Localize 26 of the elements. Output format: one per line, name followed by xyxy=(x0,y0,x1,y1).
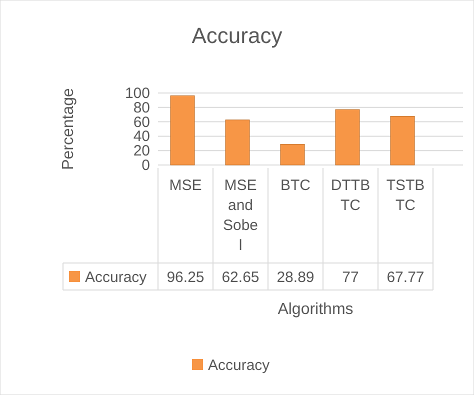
bar xyxy=(280,144,305,166)
chart-title: Accuracy xyxy=(208,357,270,374)
x-tick-label: BTC xyxy=(280,177,311,194)
data-label: 77 xyxy=(342,269,359,286)
y-tick-label: 40 xyxy=(133,128,150,146)
bar xyxy=(390,116,415,166)
data-label: 96.25 xyxy=(166,269,204,286)
x-tick-label: DTTBTC xyxy=(330,177,370,214)
bar xyxy=(225,120,250,166)
data-label: 62.65 xyxy=(222,269,260,286)
y-tick-label: 100 xyxy=(124,85,150,102)
legend-label: Accuracy xyxy=(85,269,148,286)
y-tick-label: 20 xyxy=(133,142,150,160)
data-label: 67.77 xyxy=(386,269,424,286)
y-tick-label: 0 xyxy=(142,157,150,174)
bar xyxy=(170,95,195,166)
y-tick-label: 80 xyxy=(133,99,150,116)
chart-title: Accuracy xyxy=(192,23,282,48)
y-axis-title: Percentage xyxy=(60,88,77,170)
y-tick-label: 60 xyxy=(133,114,150,131)
x-tick-label: MSE and Sobel xyxy=(222,177,258,254)
x-axis-title: Algorithms xyxy=(278,301,354,318)
bar xyxy=(335,109,360,166)
x-tick-label: MSE xyxy=(169,177,202,194)
x-tick-label: TSTBTC xyxy=(386,177,425,214)
data-label: 28.89 xyxy=(276,269,314,286)
